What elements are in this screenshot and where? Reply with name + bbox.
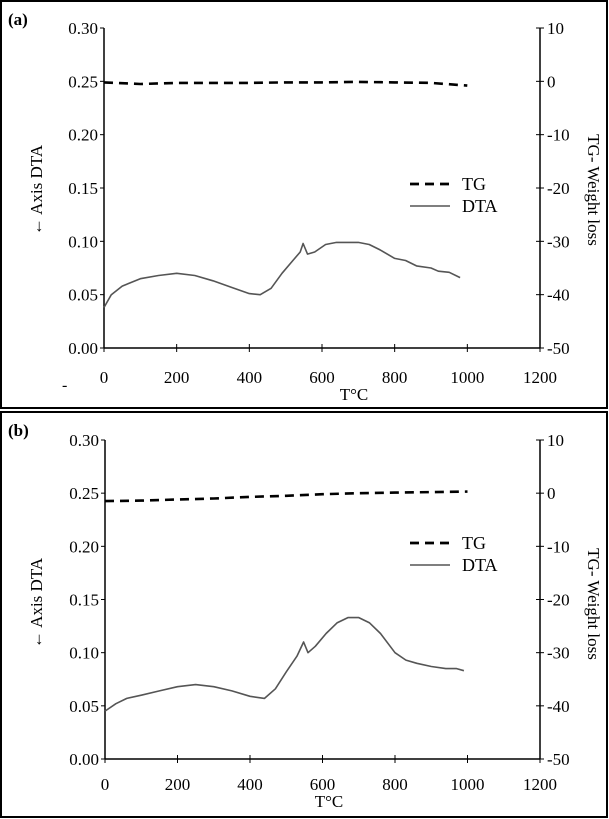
legend-label-tg: TG [462,174,486,194]
y-right-tick-label: -10 [547,126,570,145]
x-tick-label: 1000 [451,775,485,794]
y-left-tick-label: 0.30 [69,431,99,450]
x-tick-label: 400 [237,368,263,387]
y-left-tick-label: 0.30 [68,19,98,38]
legend-label-dta: DTA [462,555,498,575]
y-left-tick-label: 0.20 [68,126,98,145]
y-axis-right-label: TG- Weight loss [584,134,603,246]
x-tick-label: 600 [310,775,336,794]
series-dta-line [103,241,461,308]
y-right-tick-label: -40 [547,286,570,305]
panel-label: (b) [8,421,29,440]
legend-label-tg: TG [462,533,486,553]
x-tick-label: 200 [165,775,191,794]
panel-frame [0,0,608,409]
series-tg-line [104,490,468,503]
x-tick-label: 1200 [523,775,557,794]
y-left-tick-label: 0.15 [69,591,99,610]
y-axis-right-label: TG- Weight loss [584,548,603,660]
y-left-tick-label: 0.25 [68,72,98,91]
series-tg-line [103,80,468,87]
y-left-tick-label: 0.05 [69,697,99,716]
y-right-tick-label: -40 [547,697,570,716]
y-right-tick-label: -20 [547,591,570,610]
x-axis-label: T°C [315,792,344,811]
y-right-tick-label: -10 [547,537,570,556]
x-tick-label: 600 [309,368,335,387]
y-left-tick-label: 0.10 [68,232,98,251]
x-tick-label: 1200 [523,368,557,387]
y-left-tick-label: 0.25 [69,484,99,503]
panel-label: (a) [8,10,28,29]
legend-label-dta: DTA [462,196,498,216]
x-axis-label: T°C [340,385,369,404]
y-right-tick-label: 10 [547,19,564,38]
y-right-tick-label: -50 [547,339,570,358]
y-right-tick-label: 10 [547,431,564,450]
x-tick-label: 200 [164,368,190,387]
series-dta-line [104,616,465,712]
panel-a: (a) ← Axis DTA TG- Weight loss T°C - 0.0… [0,0,608,409]
y-axis-left-label: ← Axis DTA [27,557,46,648]
y-left-tick-label: 0.05 [68,286,98,305]
y-right-tick-label: 0 [547,72,556,91]
y-left-tick-label: 0.00 [68,339,98,358]
y-right-tick-label: -30 [547,232,570,251]
y-right-tick-label: -30 [547,644,570,663]
x-tick-label: 0 [100,368,109,387]
x-tick-label: 800 [382,368,408,387]
panel-b: (b) ← Axis DTA TG- Weight loss T°C 0.000… [0,411,608,818]
stray-mark: - [62,377,67,394]
y-left-tick-label: 0.10 [69,644,99,663]
x-tick-label: 0 [101,775,110,794]
y-axis-left-label: ← Axis DTA [27,144,46,235]
y-left-tick-label: 0.15 [68,179,98,198]
y-right-tick-label: 0 [547,484,556,503]
x-tick-label: 800 [382,775,408,794]
x-tick-label: 1000 [450,368,484,387]
x-tick-label: 400 [237,775,263,794]
y-right-tick-label: -20 [547,179,570,198]
panel-frame [0,411,608,818]
y-left-tick-label: 0.20 [69,537,99,556]
y-left-tick-label: 0.00 [69,750,99,769]
y-right-tick-label: -50 [547,750,570,769]
